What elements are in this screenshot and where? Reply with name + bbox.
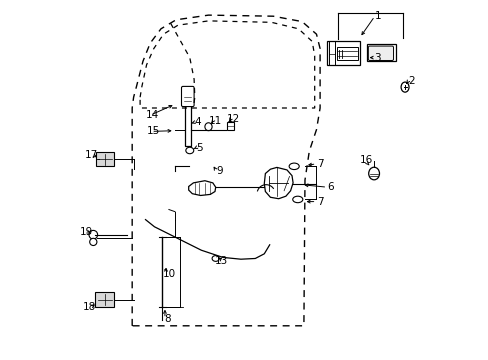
Text: 7: 7 — [316, 197, 323, 207]
Text: 17: 17 — [85, 150, 98, 160]
Text: 19: 19 — [80, 227, 93, 237]
Text: 7: 7 — [316, 159, 323, 169]
Text: 2: 2 — [408, 76, 414, 86]
Text: 12: 12 — [226, 114, 240, 124]
Text: 15: 15 — [147, 126, 160, 136]
FancyBboxPatch shape — [367, 46, 393, 60]
Text: 3: 3 — [374, 53, 380, 63]
Ellipse shape — [288, 163, 299, 170]
Polygon shape — [95, 292, 114, 307]
Circle shape — [89, 230, 98, 239]
FancyBboxPatch shape — [181, 86, 194, 107]
Ellipse shape — [204, 123, 212, 131]
Ellipse shape — [368, 167, 379, 180]
Text: 18: 18 — [83, 302, 96, 312]
Circle shape — [89, 238, 97, 246]
Text: 11: 11 — [209, 116, 222, 126]
Ellipse shape — [292, 196, 302, 203]
Ellipse shape — [212, 256, 219, 261]
Ellipse shape — [185, 147, 193, 154]
Text: 1: 1 — [374, 11, 380, 21]
Ellipse shape — [400, 82, 408, 92]
Text: 6: 6 — [327, 182, 333, 192]
Text: 14: 14 — [146, 110, 159, 120]
Polygon shape — [96, 152, 114, 166]
Text: 4: 4 — [194, 117, 201, 127]
Text: 5: 5 — [196, 143, 203, 153]
Text: 8: 8 — [163, 314, 170, 324]
Text: 13: 13 — [214, 256, 227, 266]
Text: 16: 16 — [360, 155, 373, 165]
Text: 9: 9 — [216, 166, 222, 176]
Text: 10: 10 — [162, 269, 175, 279]
